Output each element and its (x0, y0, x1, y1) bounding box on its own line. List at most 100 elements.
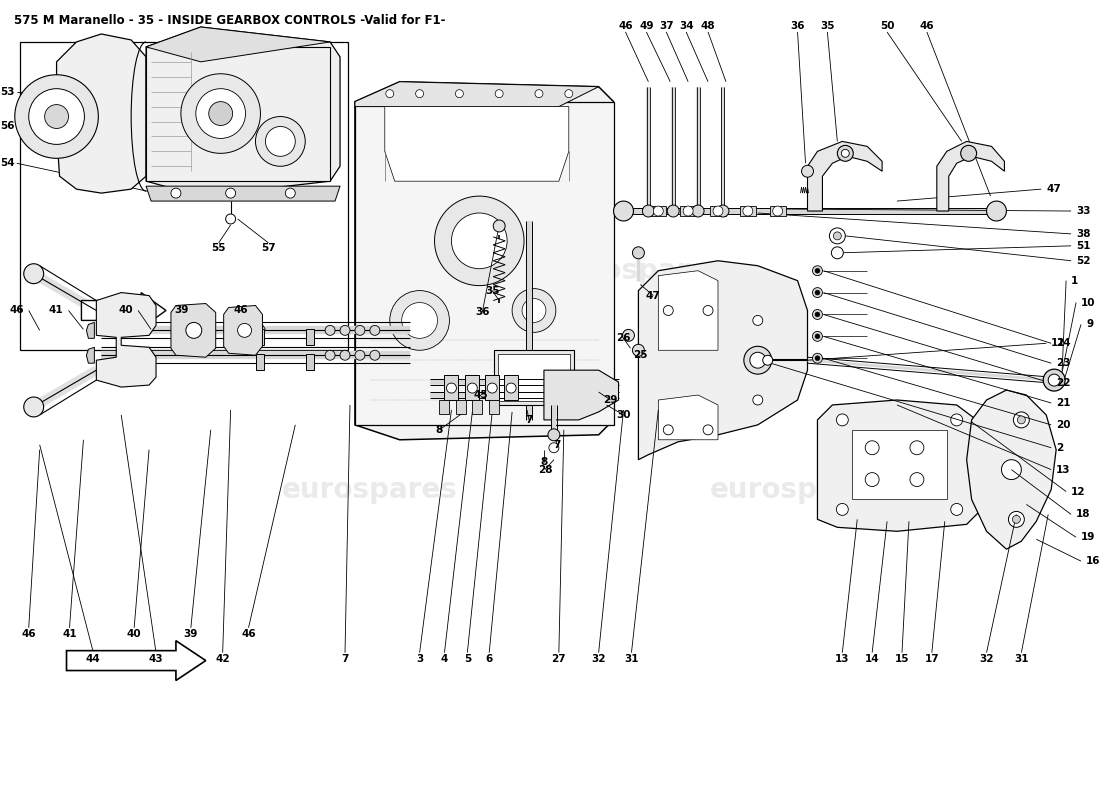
Polygon shape (710, 206, 726, 216)
Polygon shape (56, 34, 146, 193)
Text: 39: 39 (175, 306, 189, 315)
Circle shape (1013, 412, 1030, 428)
Circle shape (340, 326, 350, 335)
Text: eurospares: eurospares (550, 257, 726, 285)
Circle shape (29, 89, 85, 144)
Text: 4: 4 (441, 654, 448, 664)
Circle shape (632, 344, 645, 356)
Circle shape (506, 383, 516, 393)
Circle shape (14, 74, 98, 158)
Text: 46: 46 (234, 306, 249, 315)
Polygon shape (543, 370, 618, 420)
Circle shape (564, 90, 573, 98)
Circle shape (813, 266, 823, 276)
Circle shape (642, 205, 654, 217)
Polygon shape (81, 293, 166, 328)
Text: 8: 8 (540, 457, 548, 466)
Bar (498, 354, 570, 401)
Text: 29: 29 (604, 395, 618, 405)
Circle shape (813, 288, 823, 298)
Circle shape (717, 205, 729, 217)
Text: 15: 15 (894, 654, 910, 664)
Text: 46: 46 (618, 21, 632, 31)
Text: eurospares: eurospares (710, 475, 886, 503)
Circle shape (837, 146, 854, 162)
Text: 13: 13 (835, 654, 849, 664)
Text: 30: 30 (616, 410, 630, 420)
Bar (355, 102, 614, 425)
Text: 31: 31 (624, 654, 639, 664)
Polygon shape (146, 186, 340, 201)
Circle shape (836, 414, 848, 426)
Polygon shape (807, 142, 882, 211)
Circle shape (713, 206, 723, 216)
Text: 36: 36 (475, 307, 490, 318)
Text: 27: 27 (551, 654, 566, 664)
Text: 37: 37 (659, 21, 673, 31)
Circle shape (614, 201, 634, 221)
Text: 10: 10 (1081, 298, 1096, 307)
Text: 47: 47 (646, 290, 661, 301)
Circle shape (752, 395, 762, 405)
Circle shape (836, 503, 848, 515)
Text: 33: 33 (1076, 206, 1090, 216)
Polygon shape (66, 641, 206, 681)
Circle shape (196, 89, 245, 138)
Text: 53: 53 (0, 86, 14, 97)
Text: 22: 22 (1056, 378, 1070, 388)
Polygon shape (355, 82, 614, 440)
Text: 49: 49 (639, 21, 653, 31)
Text: 17: 17 (924, 654, 939, 664)
Circle shape (170, 188, 180, 198)
Circle shape (487, 383, 497, 393)
Circle shape (1048, 374, 1060, 386)
Circle shape (451, 213, 507, 269)
Circle shape (815, 334, 820, 339)
Text: 41: 41 (63, 629, 77, 638)
Polygon shape (638, 261, 807, 460)
Text: 54: 54 (0, 158, 14, 168)
Text: 38: 38 (1076, 229, 1090, 239)
Text: 7: 7 (341, 654, 349, 664)
Text: 31: 31 (1014, 654, 1028, 664)
Circle shape (832, 247, 844, 258)
Circle shape (987, 201, 1007, 221)
Text: 11: 11 (1052, 338, 1066, 348)
Circle shape (455, 90, 463, 98)
Text: 575 M Maranello - 35 - INSIDE GEARBOX CONTROLS -Valid for F1-: 575 M Maranello - 35 - INSIDE GEARBOX CO… (14, 14, 446, 27)
Polygon shape (485, 375, 499, 400)
Polygon shape (817, 400, 981, 531)
Text: 19: 19 (1081, 532, 1096, 542)
Text: 14: 14 (865, 654, 880, 664)
Circle shape (326, 350, 336, 360)
Bar (306, 330, 315, 346)
Text: 34: 34 (679, 21, 693, 31)
Text: 57: 57 (261, 243, 276, 253)
Text: 50: 50 (880, 21, 894, 31)
Polygon shape (658, 395, 718, 440)
Text: 18: 18 (1076, 510, 1090, 519)
Circle shape (402, 302, 438, 338)
Circle shape (703, 425, 713, 435)
Circle shape (285, 188, 295, 198)
Text: 46: 46 (920, 21, 934, 31)
Polygon shape (650, 206, 667, 216)
Text: 35: 35 (485, 286, 499, 295)
Text: 40: 40 (119, 306, 133, 315)
Text: 26: 26 (616, 334, 630, 343)
Circle shape (549, 442, 559, 453)
Circle shape (340, 350, 350, 360)
Text: 51: 51 (1076, 241, 1090, 251)
Circle shape (815, 290, 820, 295)
Circle shape (238, 323, 252, 338)
Text: 28: 28 (538, 465, 552, 474)
Polygon shape (97, 293, 156, 387)
Text: 20: 20 (1056, 420, 1070, 430)
Text: 55: 55 (211, 243, 226, 253)
Text: 35: 35 (821, 21, 835, 31)
Circle shape (653, 206, 663, 216)
Text: 2: 2 (1056, 442, 1064, 453)
Text: 46: 46 (9, 306, 24, 315)
Circle shape (535, 90, 543, 98)
Text: 46: 46 (21, 629, 36, 638)
